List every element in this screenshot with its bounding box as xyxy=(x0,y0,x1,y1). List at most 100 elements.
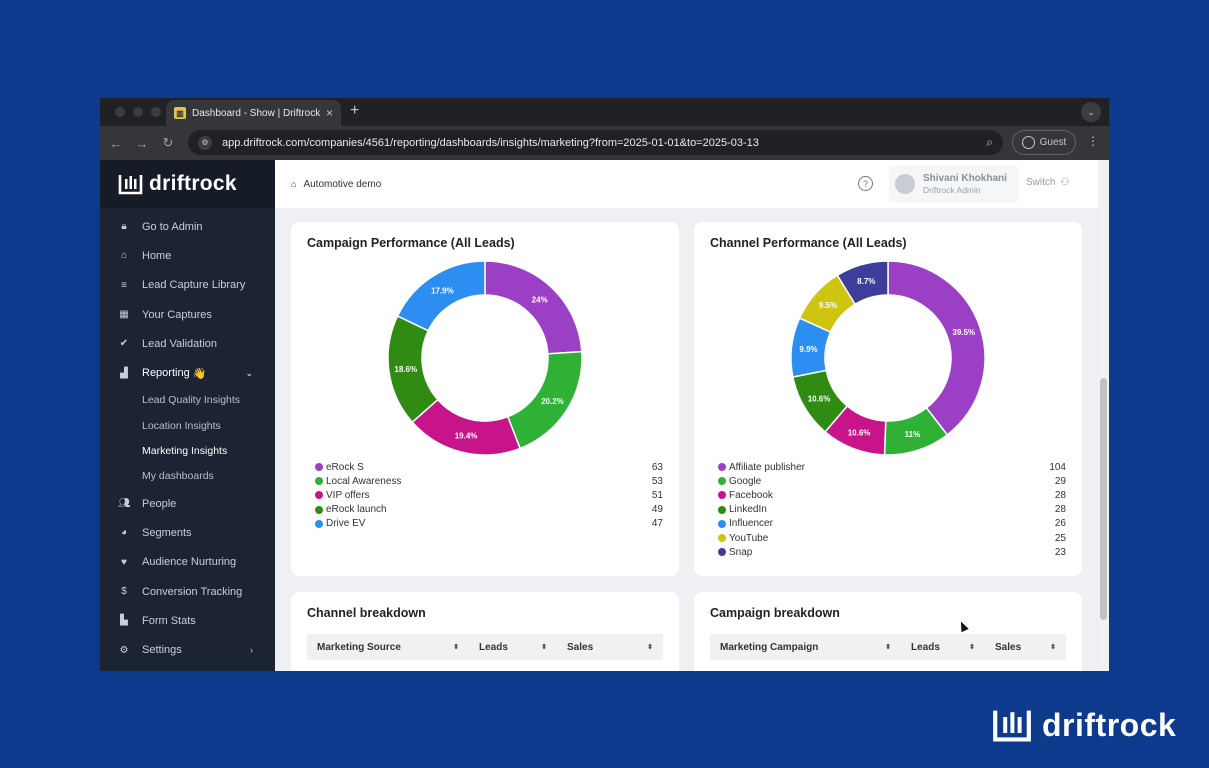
channel-performance-card: Channel Performance (All Leads) 39.5% 11%… xyxy=(694,222,1082,576)
legend-value: 29 xyxy=(1054,475,1066,487)
profile-button[interactable]: Guest xyxy=(1012,130,1076,155)
scrollbar-thumb[interactable] xyxy=(1100,378,1107,620)
col-sales[interactable]: Sales ⬍ xyxy=(567,641,653,653)
legend-item[interactable]: Facebook 28 xyxy=(718,488,1066,502)
channel-table-header: Marketing Source ⬍ Leads ⬍ Sales ⬍ xyxy=(307,634,663,660)
close-tab-icon[interactable]: × xyxy=(325,106,333,120)
slice-affiliate-publisher[interactable] xyxy=(887,260,986,436)
sidebar-item-form-stats[interactable]: ▙ Form Stats xyxy=(100,606,275,635)
sidebar-item-location-insights[interactable]: Location Insights xyxy=(142,419,221,432)
sort-icon: ⬍ xyxy=(453,644,459,651)
sidebar-item-marketing-insights[interactable]: Marketing Insights xyxy=(142,445,228,458)
sidebar-item-lead-validation[interactable]: ✔ Lead Validation xyxy=(119,337,218,350)
browser-menu-icon[interactable]: ⋮ xyxy=(1087,134,1099,148)
col-leads[interactable]: Leads ⬍ xyxy=(911,641,975,653)
user-menu[interactable]: Shivani Khokhani Driftrock Admin xyxy=(889,166,1019,202)
legend-item[interactable]: eRock S 63 xyxy=(315,460,663,474)
browser-tab[interactable]: ▥ Dashboard - Show | Driftrock × xyxy=(166,100,341,126)
switch-button[interactable]: Switch ⚇ xyxy=(1026,177,1069,188)
legend-item[interactable]: Snap 23 xyxy=(718,545,1066,559)
home-breadcrumb-icon[interactable]: ⌂ xyxy=(291,179,297,189)
logo[interactable]: driftrock xyxy=(100,160,275,208)
col-sales[interactable]: Sales ⬍ xyxy=(995,641,1056,653)
legend-label: LinkedIn xyxy=(729,504,767,516)
slice-label: 11% xyxy=(905,430,921,439)
legend-value: 26 xyxy=(1054,518,1066,530)
slice-erock-s[interactable] xyxy=(484,260,583,355)
legend-item[interactable]: VIP offers 51 xyxy=(315,488,663,502)
slice-label: 19.4% xyxy=(455,432,478,441)
url-field[interactable]: ⚙ app.driftrock.com/companies/4561/repor… xyxy=(188,130,1003,155)
check-circle-icon: ✔ xyxy=(119,338,129,350)
col-leads[interactable]: Leads ⬍ xyxy=(479,641,547,653)
address-bar: ← → ↻ ⚙ app.driftrock.com/companies/4561… xyxy=(100,126,1109,160)
sidebar-item-your-captures[interactable]: ▦ Your Captures xyxy=(119,308,212,321)
chevron-right-icon: › xyxy=(250,645,253,656)
wave-emoji: 👋 xyxy=(192,367,207,380)
filter-icon: ≡ xyxy=(121,279,127,291)
profile-label: Guest xyxy=(1039,137,1067,148)
back-icon[interactable]: ← xyxy=(109,135,123,151)
switch-label: Switch xyxy=(1026,177,1056,188)
profile-icon xyxy=(1021,136,1035,149)
slice-drive-ev[interactable] xyxy=(396,260,486,332)
legend-label: Drive EV xyxy=(326,518,366,530)
legend-value: 25 xyxy=(1054,532,1066,544)
legend-label: Affiliate publisher xyxy=(729,461,805,473)
reload-icon[interactable]: ↻ xyxy=(162,135,174,150)
sidebar-item-lead-quality-insights[interactable]: Lead Quality Insights xyxy=(142,394,241,407)
legend-item[interactable]: Local Awareness 53 xyxy=(315,474,663,488)
new-tab-icon[interactable]: + xyxy=(350,102,360,119)
legend-item[interactable]: Influencer 26 xyxy=(718,517,1066,531)
top-bar: ⌂ Automotive demo ? Shivani Khokhani Dri… xyxy=(275,160,1098,208)
sidebar-item-audience-nurturing[interactable]: ♥ Audience Nurturing xyxy=(100,548,275,577)
lock-icon: 🔒︎ xyxy=(121,221,127,233)
slice-label: 10.6% xyxy=(848,429,871,438)
sort-icon: ⬍ xyxy=(647,644,653,651)
col-marketing-source[interactable]: Marketing Source ⬍ xyxy=(317,641,459,653)
legend-item[interactable]: Drive EV 47 xyxy=(315,517,663,531)
slice-label: 10.6% xyxy=(808,395,831,404)
legend-item[interactable]: eRock launch 49 xyxy=(315,503,663,517)
sidebar-item-home[interactable]: ⌂ Home xyxy=(100,241,275,270)
sidebar-item-lead-capture-library[interactable]: ≡ Lead Capture Library xyxy=(100,271,275,300)
sidebar-item-people[interactable]: 👥︎ People xyxy=(118,497,177,510)
scrollbar[interactable] xyxy=(1098,160,1109,671)
campaign-breakdown-title: Campaign breakdown xyxy=(710,606,840,620)
zoom-icon[interactable]: ⌕ xyxy=(986,135,993,149)
dollar-icon: $ xyxy=(121,586,127,597)
sidebar-item-go-to-admin[interactable]: 🔒︎ Go to Admin xyxy=(100,212,275,241)
sidebar-item-my-dashboards[interactable]: My dashboards xyxy=(142,470,214,483)
legend-item[interactable]: Google 29 xyxy=(718,474,1066,488)
sidebar-item-conversion-tracking[interactable]: $ Conversion Tracking xyxy=(100,577,275,606)
breadcrumb[interactable]: Automotive demo xyxy=(303,178,382,190)
legend-value: 49 xyxy=(651,504,663,516)
help-icon[interactable]: ? xyxy=(858,176,873,191)
switch-users-icon: ⚇ xyxy=(1060,177,1070,188)
legend-value: 51 xyxy=(651,489,663,501)
col-marketing-campaign[interactable]: Marketing Campaign ⬍ xyxy=(720,641,891,653)
legend-value: 28 xyxy=(1054,504,1066,516)
sort-icon: ⬍ xyxy=(1050,644,1056,651)
legend-item[interactable]: YouTube 25 xyxy=(718,531,1066,545)
sidebar-item-reporting[interactable]: ▟ Reporting 👋 ⌄ xyxy=(100,358,275,387)
forward-icon[interactable]: → xyxy=(135,135,149,151)
sidebar-item-segments[interactable]: ◕ Segments xyxy=(100,518,275,547)
legend-item[interactable]: Affiliate publisher 104 xyxy=(718,460,1066,474)
url-text: app.driftrock.com/companies/4561/reporti… xyxy=(222,136,759,149)
tab-title: Dashboard - Show | Driftrock xyxy=(192,107,321,119)
legend-swatch xyxy=(315,491,323,500)
slice-snap[interactable] xyxy=(836,260,889,306)
site-info-icon[interactable]: ⚙ xyxy=(198,135,212,150)
legend-item[interactable]: LinkedIn 28 xyxy=(718,503,1066,517)
legend-label: eRock launch xyxy=(326,504,387,516)
heart-icon: ♥ xyxy=(121,556,127,568)
window-controls[interactable] xyxy=(115,107,161,117)
sidebar-item-settings[interactable]: ⚙ Settings › xyxy=(119,644,253,657)
slice-label: 8.7% xyxy=(857,277,875,286)
pie-icon: ◕ xyxy=(120,527,128,539)
legend-label: Snap xyxy=(729,546,753,558)
grid-icon: ▦ xyxy=(119,309,129,321)
slice-label: 17.9% xyxy=(431,286,454,295)
tab-search-icon[interactable]: ⌄ xyxy=(1081,102,1101,122)
